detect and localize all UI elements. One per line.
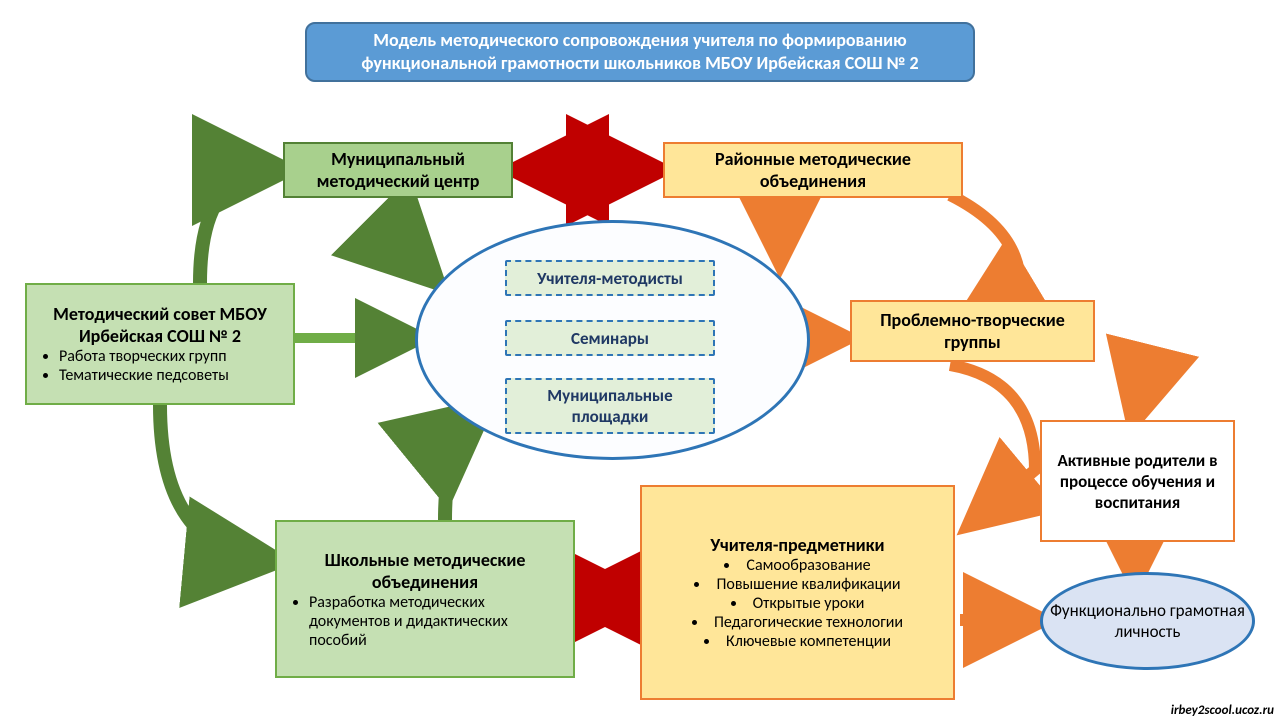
node-predmet: Учителя-предметники Самообразование Повы… bbox=[640, 485, 955, 700]
predmet-bullets: Самообразование Повышение квалификации О… bbox=[652, 556, 943, 651]
diagram-canvas: Модель методического сопровождения учите… bbox=[0, 0, 1280, 720]
node-roditeli: Активные родители в процессе обучения и … bbox=[1040, 420, 1235, 542]
sovet-bullets: Работа творческих групп Тематические пед… bbox=[37, 347, 283, 385]
center-item-2: Семинары bbox=[505, 320, 715, 356]
center-item-1: Учителя-методисты bbox=[505, 260, 715, 296]
center-item-3: Муниципальные площадки bbox=[505, 378, 715, 434]
title-text: Модель методического сопровождения учите… bbox=[317, 29, 963, 76]
node-rmo: Районные методические объединения bbox=[663, 142, 963, 198]
node-mmc: Муниципальный методический центр bbox=[283, 142, 513, 198]
footer-link: irbey2scool.ucoz.ru bbox=[1171, 703, 1274, 718]
node-shmo: Школьные методические объединения Разраб… bbox=[275, 520, 575, 678]
result-ellipse: Функционально грамотная личность bbox=[1040, 572, 1255, 670]
node-ptg: Проблемно-творческие группы bbox=[850, 300, 1095, 362]
title-box: Модель методического сопровождения учите… bbox=[305, 22, 975, 82]
node-sovet: Методический совет МБОУ Ирбейская СОШ № … bbox=[25, 283, 295, 405]
shmo-bullets: Разработка методических документов и дид… bbox=[287, 593, 563, 650]
